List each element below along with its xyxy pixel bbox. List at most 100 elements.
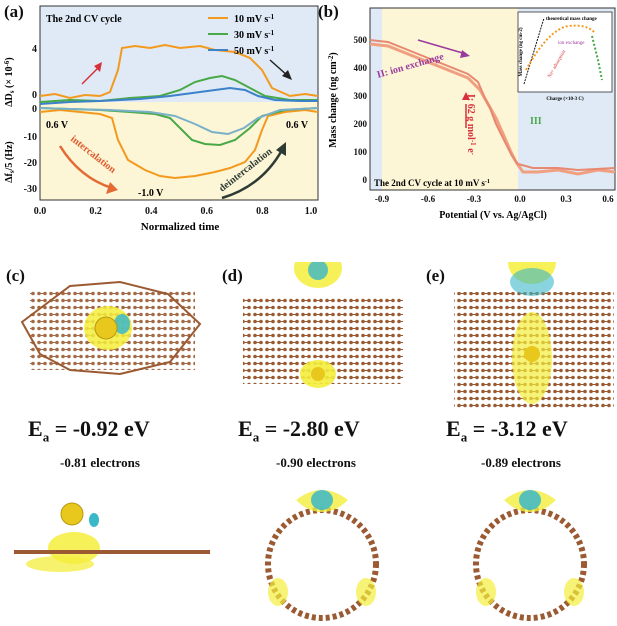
annotation-06v-left: 0.6 V (46, 120, 69, 131)
structure-c-side (14, 502, 210, 572)
xtick-a-2: 0.4 (145, 206, 158, 217)
electrons-c: -0.81 electrons (60, 455, 140, 470)
structure-d-ring (265, 490, 379, 621)
panel-b-bg-blue-left (370, 8, 382, 190)
xtick-a-1: 0.2 (89, 206, 102, 217)
ytick-b-300: 300 (354, 91, 368, 101)
charge-yellow-d-ring-right (356, 578, 376, 606)
sodium-atom-d (311, 367, 325, 381)
panel-label-b: (b) (318, 2, 339, 21)
charge-yellow-e-ring-right (564, 578, 584, 606)
charge-yellow-e-ring-left (476, 578, 496, 606)
ytick-b-500: 500 (354, 35, 368, 45)
xtick-b-2: -0.3 (467, 194, 482, 204)
panel-b-frame (369, 7, 616, 191)
ea-e: Ea = -3.12 eV (446, 416, 568, 445)
arrowhead-red-up (94, 62, 102, 72)
structure-e-ring (473, 490, 587, 621)
arrowhead-purple (460, 50, 470, 58)
electrons-e: -0.89 electrons (481, 455, 561, 470)
ytick-b-100: 100 (354, 147, 368, 157)
charge-cyan-e-ring (519, 490, 541, 510)
ytick-b-0: 0 (363, 175, 368, 185)
structure-e-side (454, 262, 614, 408)
xtick-b-4: 0.3 (560, 194, 572, 204)
panel-a-arrows (58, 59, 292, 200)
inset-ion-label: ion exchange (558, 41, 585, 46)
xtick-a-0: 0.0 (34, 206, 47, 217)
ytick-a-f30: -30 (24, 184, 37, 195)
legend-label-50mv: 50 mV s-1 (234, 45, 275, 57)
legend-label-10mv: 10 mV s-1 (234, 13, 275, 25)
xtick-b-1: -0.6 (421, 194, 436, 204)
panel-b-xticks: -0.9 -0.6 -0.3 0.0 0.3 0.6 (375, 194, 614, 204)
xtick-a-5: 1.0 (305, 206, 318, 217)
panel-label-e: (e) (426, 266, 445, 285)
ytick-a-d4: 4 (32, 44, 37, 55)
panel-a-xticks: 0.0 0.2 0.4 0.6 0.8 1.0 (34, 206, 318, 217)
panel-label-a: (a) (4, 2, 24, 21)
panel-b-chart: -0.9 -0.6 -0.3 0.0 0.3 0.6 500 400 300 2… (327, 7, 616, 221)
xtick-b-0: -0.9 (375, 194, 390, 204)
arrow-deintercalation (221, 149, 284, 200)
xtick-a-3: 0.6 (201, 206, 214, 217)
charge-cyan-c-side (89, 513, 99, 527)
sodium-atom-c-side (60, 502, 84, 526)
panel-label-c: (c) (6, 266, 25, 285)
inset-curve-green (591, 35, 603, 81)
arrowhead-intercalation (106, 182, 118, 194)
panel-b-footer: The 2nd CV cycle at 10 mV s-1 (374, 178, 490, 188)
ytick-a-f0: 0 (32, 104, 37, 115)
xtick-b-5: 0.6 (602, 194, 614, 204)
ytick-a-f20: -20 (24, 158, 37, 169)
arrowhead-black-down (282, 70, 292, 80)
series-50mv-f (39, 107, 319, 136)
arrowhead-red (462, 92, 470, 100)
inset-ylabel: Mass change (ng cm-2) (519, 27, 524, 76)
charge-cyan-d-top (308, 262, 328, 280)
panel-b-yticks: 500 400 300 200 100 0 (354, 35, 368, 185)
series-50mv-d (39, 86, 318, 105)
annotation-I: I: 62 g mol-1 e- (465, 94, 477, 156)
charge-cyan-d-ring (311, 490, 333, 510)
panel-a-xlabel: Normalized time (141, 221, 220, 233)
sodium-atom-c (94, 316, 118, 340)
ytick-a-f10: -10 (24, 132, 37, 143)
ytick-b-200: 200 (354, 119, 368, 129)
charge-cyan-e-top (510, 268, 554, 296)
charge-yellow-c-side (48, 532, 100, 564)
panel-a-ylabel-bottom: Δfs/5 (Hz) (4, 141, 16, 183)
series-10mv-d (39, 43, 319, 100)
arrowhead-deintercalation (276, 142, 286, 156)
panel-b-inset: theoretical mass change ion exchange Na+… (517, 11, 613, 102)
ytick-b-400: 400 (354, 63, 368, 73)
annotation-III: III (530, 116, 542, 127)
xtick-b-3: 0.0 (514, 194, 526, 204)
mass-curve-lower (369, 39, 616, 172)
inset-xlabel: Charge (×10-3 C) (546, 97, 584, 102)
series-10mv-f (39, 108, 319, 180)
arrow-purple (417, 39, 467, 55)
sodium-atom-e (524, 346, 540, 362)
inset-theory-line (523, 17, 545, 85)
panel-a-title: The 2nd CV cycle (46, 14, 122, 25)
panel-b-ylabel: Mass change (ng cm-2) (327, 52, 339, 148)
annotation-m10v: -1.0 V (138, 188, 164, 199)
structures-svg (14, 262, 614, 621)
charge-yellow-d-ring-left (268, 578, 288, 606)
arrow-intercalation (58, 145, 113, 190)
annotation-06v-right: 0.6 V (286, 120, 309, 131)
panel-b-xlabel: Potential (V vs. Ag/AgCl) (439, 210, 547, 221)
panel-a-chart: 0.0 0.2 0.4 0.6 0.8 1.0 4 0 0 -10 -20 -3… (3, 5, 319, 233)
xtick-a-4: 0.8 (256, 206, 269, 217)
ea-d: Ea = -2.80 eV (238, 416, 360, 445)
panel-a-ylabel-top: ΔDs (× 10-6) (3, 57, 16, 106)
panel-a-yticks: 4 0 0 -10 -20 -30 (24, 44, 37, 195)
panel-a-legend: 10 mV s-1 30 mV s-1 50 mV s-1 (208, 13, 275, 57)
mass-curve-upper (369, 42, 616, 176)
inset-theory-label: theoretical mass change (546, 17, 598, 22)
electrons-d: -0.90 electrons (276, 455, 356, 470)
ytick-a-d0: 0 (32, 90, 37, 101)
structure-d-side (243, 262, 403, 388)
structure-c-top (20, 280, 202, 376)
